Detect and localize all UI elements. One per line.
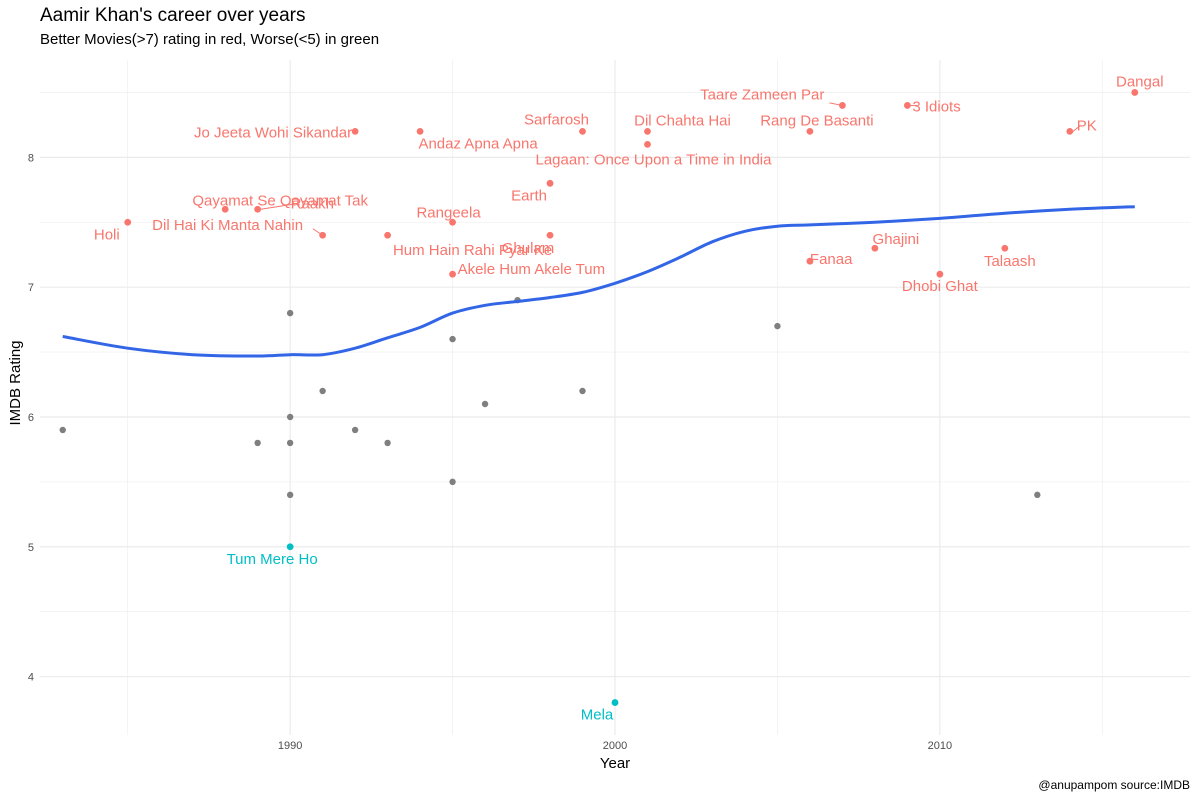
data-point <box>254 439 261 447</box>
data-point-good <box>351 127 359 135</box>
tick-labels: 1990 2000 2010 4 5 6 7 8 <box>28 152 952 752</box>
label-connector <box>1072 125 1080 132</box>
point-label: Sarfarosh <box>524 111 589 128</box>
point-label: Dangal <box>1116 73 1164 90</box>
data-point-good <box>546 231 554 239</box>
data-point-good <box>546 179 554 187</box>
y-axis-title: IMDB Rating <box>7 340 24 425</box>
data-point-good <box>903 102 911 109</box>
data-point <box>774 322 781 330</box>
point-label: Akele Hum Akele Tum <box>458 261 606 278</box>
point-label: Tum Mere Ho <box>227 551 318 568</box>
point-label: Ghulam <box>502 240 555 257</box>
point-label: Andaz Apna Apna <box>418 135 538 152</box>
y-tick-label: 7 <box>28 282 34 294</box>
data-point-good <box>806 257 814 265</box>
data-point-good <box>936 270 944 278</box>
point-label: Hum Hain Rahi Pyar Ke <box>393 242 552 259</box>
chart-caption: @anupampom source:IMDB <box>1038 778 1190 792</box>
point-label: 3 Idiots <box>912 98 960 115</box>
data-point <box>579 387 586 395</box>
chart-title: Aamir Khan's career over years <box>40 5 306 26</box>
data-point-good <box>416 127 424 135</box>
data-point <box>286 491 294 499</box>
x-tick-label: 2010 <box>928 740 952 752</box>
point-label: Dil Hai Ki Manta Nahin <box>152 217 303 234</box>
point-label: Ghajini <box>873 231 920 248</box>
data-point <box>384 439 391 447</box>
point-label: Talaash <box>984 253 1036 270</box>
data-point-good <box>644 127 651 135</box>
data-point-good <box>1001 244 1009 252</box>
point-label: Jo Jeeta Wohi Sikandar <box>194 124 352 141</box>
y-tick-label: 8 <box>28 152 34 164</box>
x-tick-label: 2000 <box>603 740 627 752</box>
y-tick-label: 4 <box>28 672 34 684</box>
data-point-good <box>1066 127 1074 135</box>
data-point-good <box>806 127 814 135</box>
y-tick-label: 5 <box>28 542 34 554</box>
point-label: Holi <box>94 226 120 243</box>
data-point <box>351 426 359 434</box>
trend-line <box>62 205 1135 358</box>
labeled-points <box>124 89 1139 706</box>
data-point-good <box>579 127 586 135</box>
data-point <box>286 439 294 447</box>
x-tick-label: 1990 <box>278 740 302 752</box>
point-label: Lagaan: Once Upon a Time in India <box>535 151 772 168</box>
point-label: Dil Chahta Hai <box>634 112 731 129</box>
chart-subtitle: Better Movies(>7) rating in red, Worse(<… <box>40 31 380 48</box>
data-point <box>59 426 66 434</box>
point-label: Taare Zameen Par <box>700 86 824 103</box>
data-point-good <box>871 244 879 252</box>
point-label: Dhobi Ghat <box>902 278 979 295</box>
point-label: Earth <box>511 187 547 204</box>
data-point-good <box>644 140 651 148</box>
data-point-good <box>839 102 846 109</box>
data-point-bad <box>611 699 619 706</box>
point-label: Fanaa <box>810 251 853 268</box>
data-point <box>449 478 456 486</box>
data-point <box>449 335 456 343</box>
y-tick-label: 6 <box>28 412 34 424</box>
data-point-good <box>254 205 262 213</box>
data-point-good <box>124 218 132 226</box>
point-label: Mela <box>581 707 614 724</box>
data-point-good <box>1131 89 1139 96</box>
point-label: Raakh <box>291 195 334 212</box>
data-point-good <box>221 205 229 213</box>
point-label: PK <box>1077 117 1097 134</box>
data-point-bad <box>286 543 294 551</box>
data-point-good <box>384 231 391 239</box>
x-axis-title: Year <box>600 755 630 772</box>
point-label: Rangeela <box>416 204 481 221</box>
data-point <box>1034 491 1041 499</box>
data-point <box>319 387 326 395</box>
data-point <box>286 413 294 421</box>
point-label: Qayamat Se Qayamat Tak <box>192 192 368 209</box>
data-point <box>286 309 294 317</box>
point-label: Rang De Basanti <box>760 112 873 129</box>
data-point <box>481 400 489 408</box>
data-point-good <box>449 218 456 226</box>
label-connector <box>260 203 294 210</box>
data-point-good <box>319 231 327 239</box>
grid-layer <box>40 60 1190 735</box>
neutral-points <box>59 296 1041 499</box>
data-point-good <box>449 270 456 278</box>
